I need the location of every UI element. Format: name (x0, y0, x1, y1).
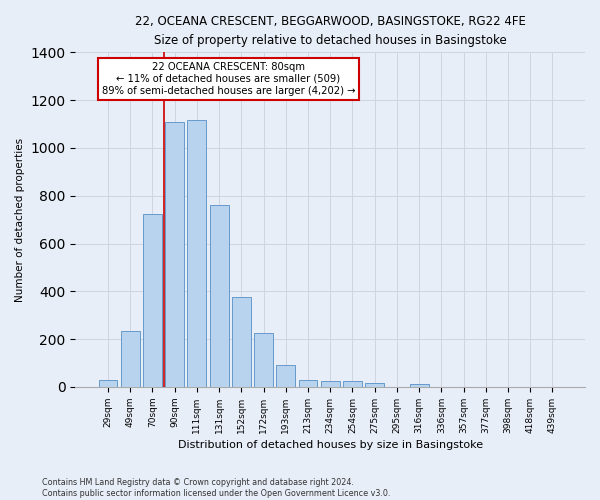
Title: 22, OCEANA CRESCENT, BEGGARWOOD, BASINGSTOKE, RG22 4FE
Size of property relative: 22, OCEANA CRESCENT, BEGGARWOOD, BASINGS… (135, 15, 526, 47)
Bar (121, 331, 140, 387)
Bar (209, 206, 229, 387)
Text: 22 OCEANA CRESCENT: 80sqm
← 11% of detached houses are smaller (509)
89% of semi: 22 OCEANA CRESCENT: 80sqm ← 11% of detac… (101, 62, 355, 96)
Bar (254, 333, 273, 387)
X-axis label: Distribution of detached houses by size in Basingstoke: Distribution of detached houses by size … (178, 440, 483, 450)
Bar (187, 120, 206, 387)
Bar (299, 380, 317, 387)
Bar (410, 384, 428, 387)
Bar (98, 380, 118, 387)
Bar (321, 381, 340, 387)
Bar (343, 381, 362, 387)
Bar (277, 366, 295, 387)
Bar (143, 214, 162, 387)
Y-axis label: Number of detached properties: Number of detached properties (15, 138, 25, 302)
Text: Contains HM Land Registry data © Crown copyright and database right 2024.
Contai: Contains HM Land Registry data © Crown c… (42, 478, 391, 498)
Bar (165, 122, 184, 387)
Bar (365, 384, 384, 387)
Bar (232, 298, 251, 387)
